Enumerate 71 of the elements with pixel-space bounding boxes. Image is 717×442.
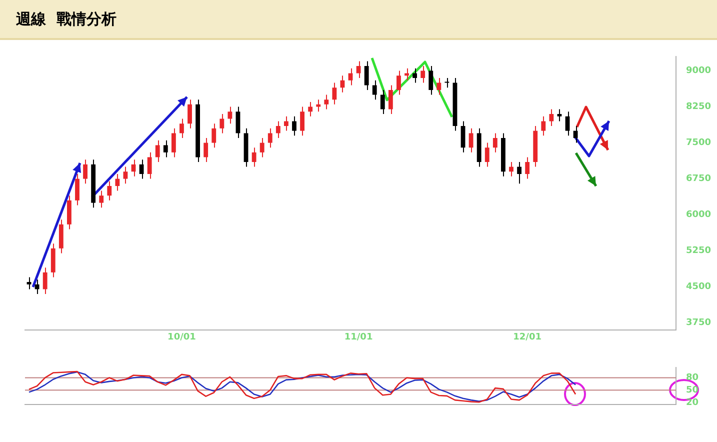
candlestick xyxy=(268,128,272,148)
candlestick xyxy=(163,140,168,158)
candlestick xyxy=(412,68,418,84)
candlestick xyxy=(404,68,409,81)
candlestick xyxy=(115,174,120,192)
candlestick xyxy=(565,111,570,136)
y-tick-label: 20 xyxy=(686,398,699,408)
candlestick xyxy=(292,116,296,136)
y-tick-label: 7500 xyxy=(686,138,712,148)
candlestick xyxy=(276,120,280,138)
chart-title: 週線 戰情分析 xyxy=(16,10,116,29)
candlestick xyxy=(50,243,56,278)
candlestick xyxy=(34,279,40,294)
candlestick xyxy=(348,68,353,86)
candlestick xyxy=(380,90,385,114)
candlestick xyxy=(284,116,288,132)
candlestick xyxy=(525,156,530,180)
candlestick xyxy=(517,162,522,184)
candlestick xyxy=(541,116,546,136)
candlestick xyxy=(188,99,192,129)
y-tick-label: 9000 xyxy=(686,66,712,76)
candlestick xyxy=(99,190,104,208)
candlestick xyxy=(549,108,554,126)
y-tick-label: 4500 xyxy=(686,282,712,292)
x-tick-label: 10/01 xyxy=(168,332,196,343)
candlestick xyxy=(66,195,72,230)
x-tick-label: 12/01 xyxy=(513,332,542,343)
candlestick xyxy=(42,267,48,294)
candlestick xyxy=(460,120,466,153)
candlestick xyxy=(171,128,176,158)
candlestick xyxy=(58,219,64,254)
y-tick-label: 80 xyxy=(686,373,699,384)
candlestick xyxy=(388,84,393,114)
candlestick xyxy=(316,99,321,112)
candlestick xyxy=(300,106,304,136)
candlestick xyxy=(444,78,450,88)
candlestick xyxy=(220,114,224,134)
candlestick xyxy=(468,128,474,153)
candlestick xyxy=(236,106,240,138)
candlestick xyxy=(83,159,88,184)
candlestick xyxy=(396,70,401,96)
candlestick xyxy=(212,123,216,148)
x-tick-label: 11/01 xyxy=(344,332,373,343)
candlestick xyxy=(436,78,442,96)
candlestick xyxy=(147,152,152,180)
candlestick xyxy=(252,147,256,168)
candlestick xyxy=(123,166,128,184)
candlestick xyxy=(509,162,514,177)
y-tick-label: 5250 xyxy=(686,246,712,256)
candlestick xyxy=(204,138,208,162)
y-tick-label: 8250 xyxy=(686,102,712,112)
candlestick xyxy=(308,102,313,117)
candlestick xyxy=(228,106,232,124)
candlestick xyxy=(107,180,112,201)
candlestick xyxy=(372,80,377,100)
candlestick xyxy=(484,142,490,168)
candlestick xyxy=(332,82,337,105)
candlestick xyxy=(26,276,32,290)
candlestick xyxy=(557,108,562,122)
candlestick xyxy=(492,132,498,153)
candlestick xyxy=(428,66,434,96)
candlestick xyxy=(180,118,184,138)
candlestick xyxy=(324,94,329,110)
y-tick-label: 3750 xyxy=(686,318,712,328)
candlestick xyxy=(364,60,369,90)
y-tick-label: 6000 xyxy=(686,210,712,220)
candlestick xyxy=(155,140,160,162)
candlestick xyxy=(75,174,80,206)
y-tick-label: 6750 xyxy=(686,174,712,184)
candlestick xyxy=(260,138,264,158)
candlestick xyxy=(420,66,426,84)
